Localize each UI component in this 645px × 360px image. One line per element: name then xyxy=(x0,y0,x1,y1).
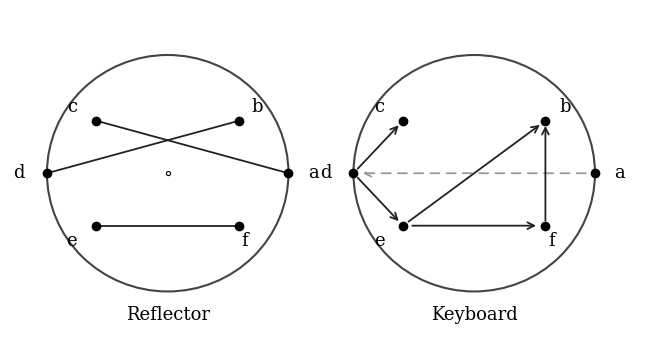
Text: f: f xyxy=(242,232,248,250)
Text: e: e xyxy=(374,232,385,250)
Text: d: d xyxy=(14,164,25,182)
Text: c: c xyxy=(66,98,77,116)
Text: b: b xyxy=(559,98,571,116)
Text: c: c xyxy=(374,98,384,116)
Text: a: a xyxy=(308,164,319,182)
Text: f: f xyxy=(548,232,555,250)
Text: d: d xyxy=(320,164,332,182)
Text: e: e xyxy=(66,232,77,250)
Text: Keyboard: Keyboard xyxy=(431,306,517,324)
Text: Reflector: Reflector xyxy=(126,306,210,324)
Text: b: b xyxy=(252,98,263,116)
Text: a: a xyxy=(614,164,625,182)
